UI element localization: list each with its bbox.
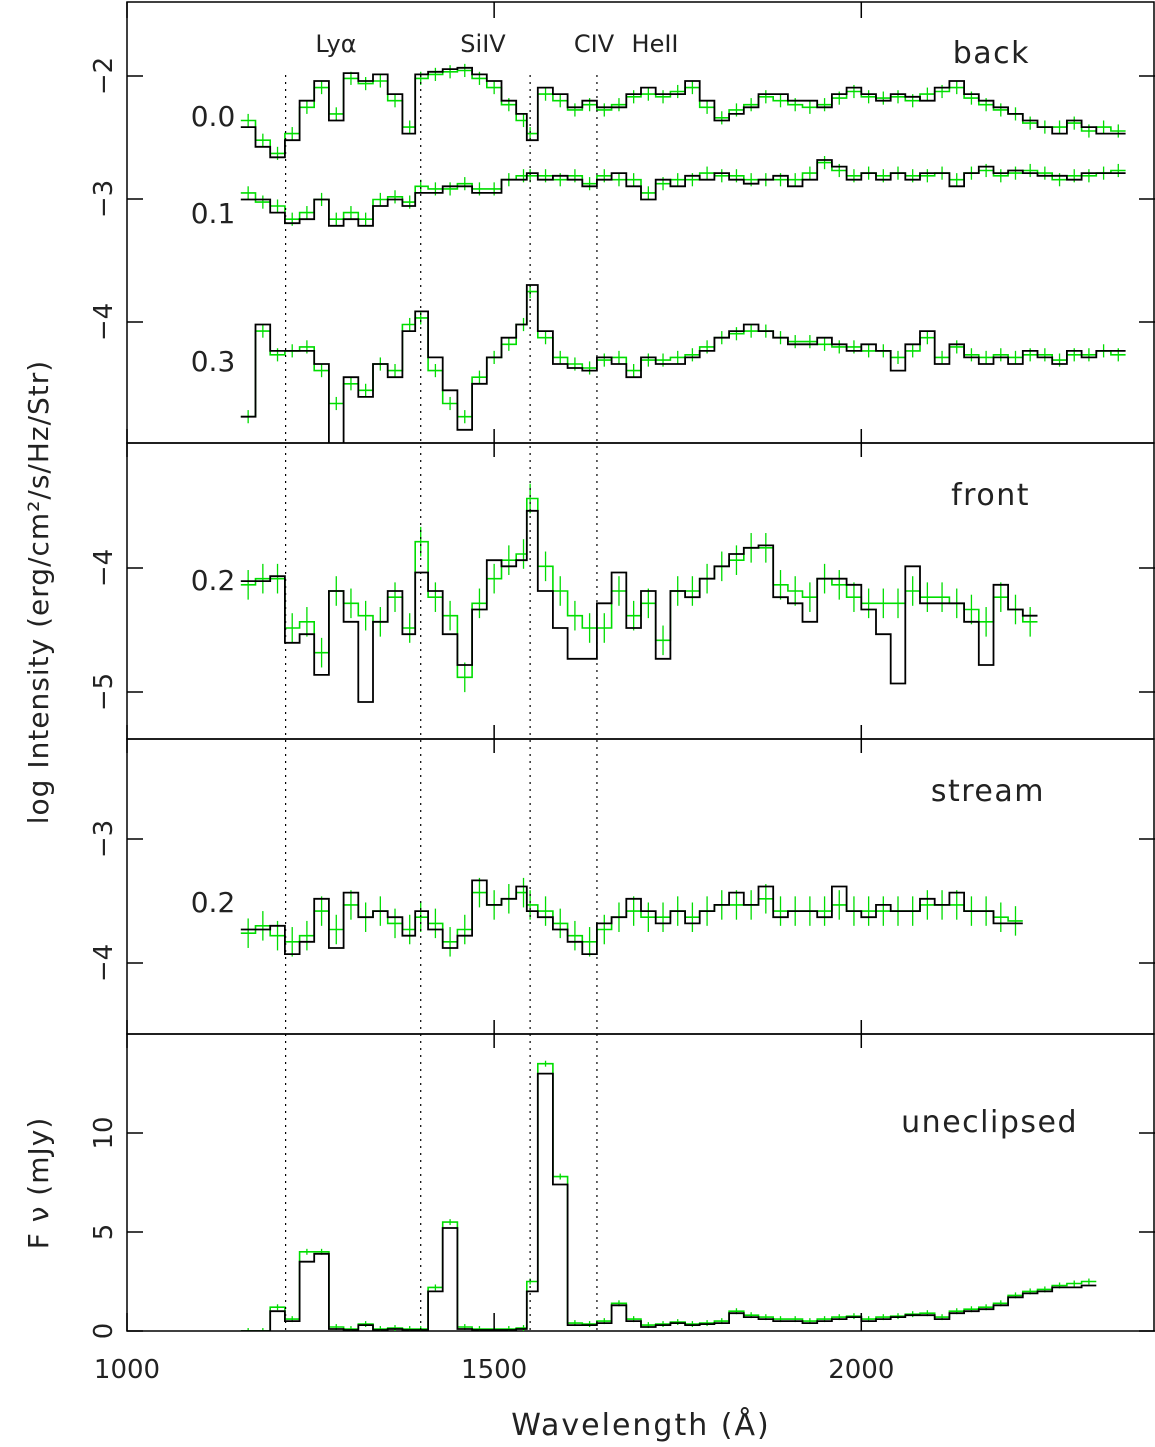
x-tick-label: 1500 xyxy=(461,1355,527,1385)
panel-frame xyxy=(126,1033,1155,1332)
data-step-line xyxy=(240,69,1126,155)
line-marker-label: Lyα xyxy=(315,30,356,58)
series-back-3 xyxy=(240,284,1126,443)
y-tick-label: 5 xyxy=(89,1224,119,1241)
x-axis-label: Wavelength (Å) xyxy=(511,1407,770,1443)
x-axis: 1000 1500 2000 xyxy=(94,2,894,1385)
series-uneclipsed-1 xyxy=(240,1060,1097,1331)
line-marker-label: CIV xyxy=(574,30,615,58)
y-tick-label: −3 xyxy=(89,820,119,858)
panel-front: −4 −5 front 0.2 xyxy=(89,442,1155,740)
panel-label-stream: stream xyxy=(931,774,1045,809)
series-back-2 xyxy=(240,156,1126,227)
panel-label-front: front xyxy=(951,478,1030,513)
panel-label-uneclipsed: uneclipsed xyxy=(901,1105,1078,1140)
line-markers: Lyα SiIV CIV HeII xyxy=(285,30,679,1331)
data-step-line xyxy=(240,497,1038,679)
y-tick-label: −2 xyxy=(89,57,119,95)
y-tick-label: −4 xyxy=(89,303,119,341)
y-tick-label: 10 xyxy=(89,1116,119,1149)
panel-stream: −3 −4 stream 0.2 xyxy=(89,738,1155,1035)
y-tick-label: −4 xyxy=(89,549,119,587)
x-tick-label: 2000 xyxy=(828,1355,894,1385)
model-step-line xyxy=(240,1072,1097,1331)
series-front-1 xyxy=(240,483,1038,703)
series-back-1 xyxy=(240,63,1126,160)
model-step-line xyxy=(240,284,1126,443)
series-label: 0.3 xyxy=(191,345,236,378)
series-label: 0.2 xyxy=(191,564,236,597)
y-tick-label: −3 xyxy=(89,180,119,218)
y-tick-label: −5 xyxy=(89,673,119,711)
model-step-line xyxy=(240,509,1038,703)
line-marker-label: HeII xyxy=(632,30,679,58)
series-stream-1 xyxy=(240,877,1023,957)
series-label: 0.1 xyxy=(191,197,236,230)
series-label: 0.2 xyxy=(191,886,236,919)
model-step-line xyxy=(240,66,1126,159)
series-label: 0.0 xyxy=(191,100,236,133)
panel-uneclipsed: 0 5 10 uneclipsed xyxy=(89,1033,1155,1340)
panel-label-back: back xyxy=(953,36,1030,71)
panels-group: −2 −3 −4 back 0.0 0.1 0.3 −4 −5 front 0.2 −3 −4 strea… xyxy=(89,1,1155,1340)
data-step-line xyxy=(240,290,1126,418)
x-tick-label: 1000 xyxy=(94,1355,160,1385)
panel-back: −2 −3 −4 back 0.0 0.1 0.3 xyxy=(89,1,1155,444)
y-tick-label: 0 xyxy=(89,1323,119,1340)
data-step-line xyxy=(240,1062,1097,1331)
model-step-line xyxy=(240,159,1126,227)
y-axis-label-flux: F ν (mJy) xyxy=(22,1117,55,1250)
y-tick-label: −4 xyxy=(89,944,119,982)
model-step-line xyxy=(240,879,1023,955)
y-axis-label-intensity: log Intensity (erg/cm²/s/Hz/Str) xyxy=(22,360,55,824)
line-marker-label: SiIV xyxy=(460,30,506,58)
